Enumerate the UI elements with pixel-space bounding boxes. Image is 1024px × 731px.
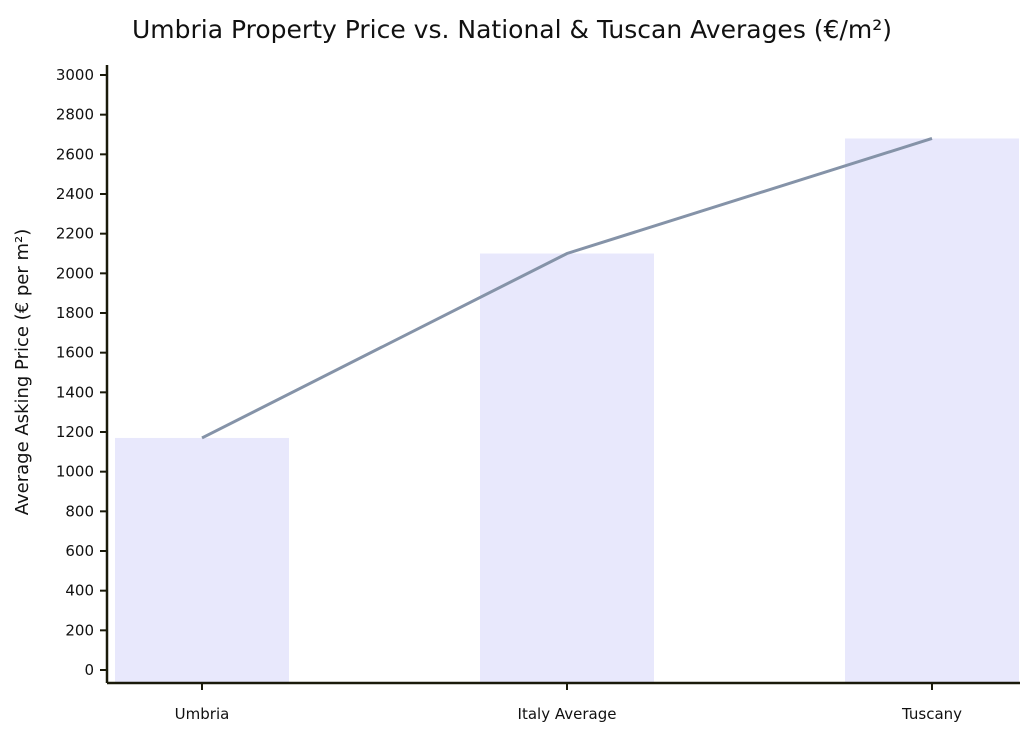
y-tick-label: 2000 [56, 264, 94, 282]
y-tick-label: 1800 [56, 304, 94, 322]
bar-umbria [115, 437, 289, 683]
y-tick-label: 600 [65, 542, 94, 560]
chart-title: Umbria Property Price vs. National & Tus… [132, 15, 892, 44]
y-tick-label: 2400 [56, 185, 94, 203]
y-tick-label: 0 [84, 661, 94, 679]
x-tick-label: Tuscany [901, 705, 962, 723]
y-axis-label: Average Asking Price (€ per m²) [12, 229, 33, 516]
y-tick-label: 2200 [56, 225, 94, 243]
bar-tuscany [845, 138, 1019, 683]
y-tick-label: 2600 [56, 145, 94, 163]
y-tick-label: 200 [65, 621, 94, 639]
y-tick-label: 2800 [56, 106, 94, 124]
x-tick-label: Italy Average [518, 705, 617, 723]
y-tick-label: 800 [65, 502, 94, 520]
y-tick-label: 1200 [56, 423, 94, 441]
trend-line [201, 137, 933, 440]
y-tick-label: 400 [65, 582, 94, 600]
y-tick-label: 1400 [56, 383, 94, 401]
x-tick-label: Umbria [175, 705, 230, 723]
y-tick-label: 3000 [56, 66, 94, 84]
bar-italy-average [480, 253, 654, 683]
y-tick-label: 1600 [56, 344, 94, 362]
y-tick-label: 1000 [56, 463, 94, 481]
